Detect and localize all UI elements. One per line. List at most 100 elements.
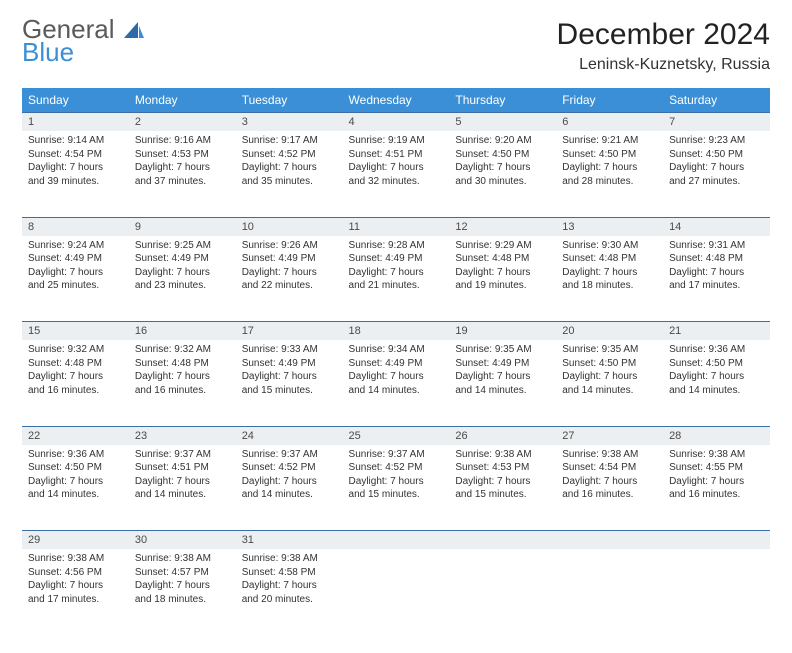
day-detail-line: Sunrise: 9:31 AM <box>669 239 764 253</box>
brand-text: General Blue <box>22 18 144 65</box>
day-detail-line: Daylight: 7 hours <box>669 161 764 175</box>
day-detail-line: and 23 minutes. <box>135 279 230 293</box>
day-detail-line: and 16 minutes. <box>135 384 230 398</box>
day-detail-cell: Sunrise: 9:24 AMSunset: 4:49 PMDaylight:… <box>22 236 129 322</box>
day-number-cell: 30 <box>129 531 236 550</box>
day-detail-line: Sunset: 4:48 PM <box>135 357 230 371</box>
day-number-cell: 31 <box>236 531 343 550</box>
day-number-cell: 25 <box>343 426 450 445</box>
day-detail-line: Sunset: 4:50 PM <box>28 461 123 475</box>
day-detail-line: and 18 minutes. <box>135 593 230 607</box>
day-detail-line: Sunset: 4:54 PM <box>28 148 123 162</box>
day-detail-cell: Sunrise: 9:23 AMSunset: 4:50 PMDaylight:… <box>663 131 770 217</box>
day-detail-cell: Sunrise: 9:31 AMSunset: 4:48 PMDaylight:… <box>663 236 770 322</box>
day-number-cell <box>556 531 663 550</box>
day-detail-line: Daylight: 7 hours <box>242 161 337 175</box>
brand-word2: Blue <box>22 37 74 67</box>
day-detail-line: and 17 minutes. <box>28 593 123 607</box>
day-detail-line: Daylight: 7 hours <box>135 475 230 489</box>
day-detail-line: Sunset: 4:48 PM <box>28 357 123 371</box>
day-number-cell: 23 <box>129 426 236 445</box>
day-detail-line: Sunrise: 9:36 AM <box>669 343 764 357</box>
day-detail-line: Sunset: 4:50 PM <box>669 148 764 162</box>
day-detail-line: Sunrise: 9:38 AM <box>135 552 230 566</box>
day-number-cell: 7 <box>663 113 770 132</box>
day-detail-line: and 16 minutes. <box>28 384 123 398</box>
day-detail-line: Sunrise: 9:33 AM <box>242 343 337 357</box>
day-detail-line: Sunrise: 9:26 AM <box>242 239 337 253</box>
day-number-cell: 17 <box>236 322 343 341</box>
day-number-cell: 2 <box>129 113 236 132</box>
day-detail-cell <box>556 549 663 635</box>
day-detail-line: and 14 minutes. <box>669 384 764 398</box>
day-detail-line: Sunrise: 9:32 AM <box>135 343 230 357</box>
day-detail-cell: Sunrise: 9:36 AMSunset: 4:50 PMDaylight:… <box>663 340 770 426</box>
day-number-cell: 12 <box>449 217 556 236</box>
day-detail-line: and 27 minutes. <box>669 175 764 189</box>
day-detail-line: Sunset: 4:49 PM <box>242 252 337 266</box>
day-detail-line: Sunset: 4:54 PM <box>562 461 657 475</box>
day-detail-line: Daylight: 7 hours <box>455 266 550 280</box>
day-number-cell: 15 <box>22 322 129 341</box>
day-detail-cell: Sunrise: 9:26 AMSunset: 4:49 PMDaylight:… <box>236 236 343 322</box>
day-number-cell: 5 <box>449 113 556 132</box>
day-number-cell <box>343 531 450 550</box>
day-detail-cell: Sunrise: 9:17 AMSunset: 4:52 PMDaylight:… <box>236 131 343 217</box>
day-detail-line: Sunrise: 9:30 AM <box>562 239 657 253</box>
week-daynum-row: 293031 <box>22 531 770 550</box>
day-detail-cell: Sunrise: 9:38 AMSunset: 4:55 PMDaylight:… <box>663 445 770 531</box>
day-detail-line: Sunrise: 9:29 AM <box>455 239 550 253</box>
day-detail-line: Daylight: 7 hours <box>669 370 764 384</box>
day-detail-line: Sunset: 4:57 PM <box>135 566 230 580</box>
day-number-cell: 1 <box>22 113 129 132</box>
day-detail-line: Daylight: 7 hours <box>28 475 123 489</box>
day-detail-line: Sunset: 4:50 PM <box>562 357 657 371</box>
day-detail-line: Sunset: 4:53 PM <box>135 148 230 162</box>
day-detail-line: Sunset: 4:58 PM <box>242 566 337 580</box>
day-detail-line: Sunset: 4:51 PM <box>135 461 230 475</box>
col-fri: Friday <box>556 88 663 113</box>
week-daynum-row: 15161718192021 <box>22 322 770 341</box>
day-detail-line: Sunrise: 9:37 AM <box>349 448 444 462</box>
day-detail-line: Sunset: 4:49 PM <box>28 252 123 266</box>
day-number-cell: 16 <box>129 322 236 341</box>
day-detail-line: Sunrise: 9:38 AM <box>455 448 550 462</box>
day-detail-line: Sunset: 4:48 PM <box>455 252 550 266</box>
day-detail-line: and 21 minutes. <box>349 279 444 293</box>
week-detail-row: Sunrise: 9:36 AMSunset: 4:50 PMDaylight:… <box>22 445 770 531</box>
day-number-cell: 21 <box>663 322 770 341</box>
day-number-cell: 11 <box>343 217 450 236</box>
day-detail-line: Sunset: 4:52 PM <box>242 461 337 475</box>
day-number-cell: 29 <box>22 531 129 550</box>
day-detail-line: Daylight: 7 hours <box>135 579 230 593</box>
day-detail-line: Daylight: 7 hours <box>669 475 764 489</box>
day-detail-line: Daylight: 7 hours <box>669 266 764 280</box>
week-detail-row: Sunrise: 9:38 AMSunset: 4:56 PMDaylight:… <box>22 549 770 635</box>
day-detail-cell: Sunrise: 9:38 AMSunset: 4:53 PMDaylight:… <box>449 445 556 531</box>
day-detail-line: Sunrise: 9:38 AM <box>28 552 123 566</box>
day-detail-cell: Sunrise: 9:32 AMSunset: 4:48 PMDaylight:… <box>22 340 129 426</box>
col-thu: Thursday <box>449 88 556 113</box>
day-detail-line: Sunrise: 9:36 AM <box>28 448 123 462</box>
col-sun: Sunday <box>22 88 129 113</box>
col-wed: Wednesday <box>343 88 450 113</box>
day-detail-line: and 20 minutes. <box>242 593 337 607</box>
day-detail-cell: Sunrise: 9:35 AMSunset: 4:49 PMDaylight:… <box>449 340 556 426</box>
day-detail-line: Sunrise: 9:16 AM <box>135 134 230 148</box>
day-detail-cell: Sunrise: 9:38 AMSunset: 4:54 PMDaylight:… <box>556 445 663 531</box>
day-detail-line: Daylight: 7 hours <box>135 266 230 280</box>
day-detail-line: and 37 minutes. <box>135 175 230 189</box>
day-detail-line: Sunset: 4:53 PM <box>455 461 550 475</box>
calendar-table: Sunday Monday Tuesday Wednesday Thursday… <box>22 88 770 635</box>
col-mon: Monday <box>129 88 236 113</box>
day-detail-line: and 35 minutes. <box>242 175 337 189</box>
day-number-cell: 22 <box>22 426 129 445</box>
day-detail-line: Sunset: 4:49 PM <box>135 252 230 266</box>
day-detail-line: Sunset: 4:52 PM <box>349 461 444 475</box>
day-detail-cell: Sunrise: 9:38 AMSunset: 4:56 PMDaylight:… <box>22 549 129 635</box>
day-number-cell: 18 <box>343 322 450 341</box>
col-sat: Saturday <box>663 88 770 113</box>
day-detail-line: Daylight: 7 hours <box>135 161 230 175</box>
day-detail-line: and 25 minutes. <box>28 279 123 293</box>
location: Leninsk-Kuznetsky, Russia <box>557 56 770 74</box>
